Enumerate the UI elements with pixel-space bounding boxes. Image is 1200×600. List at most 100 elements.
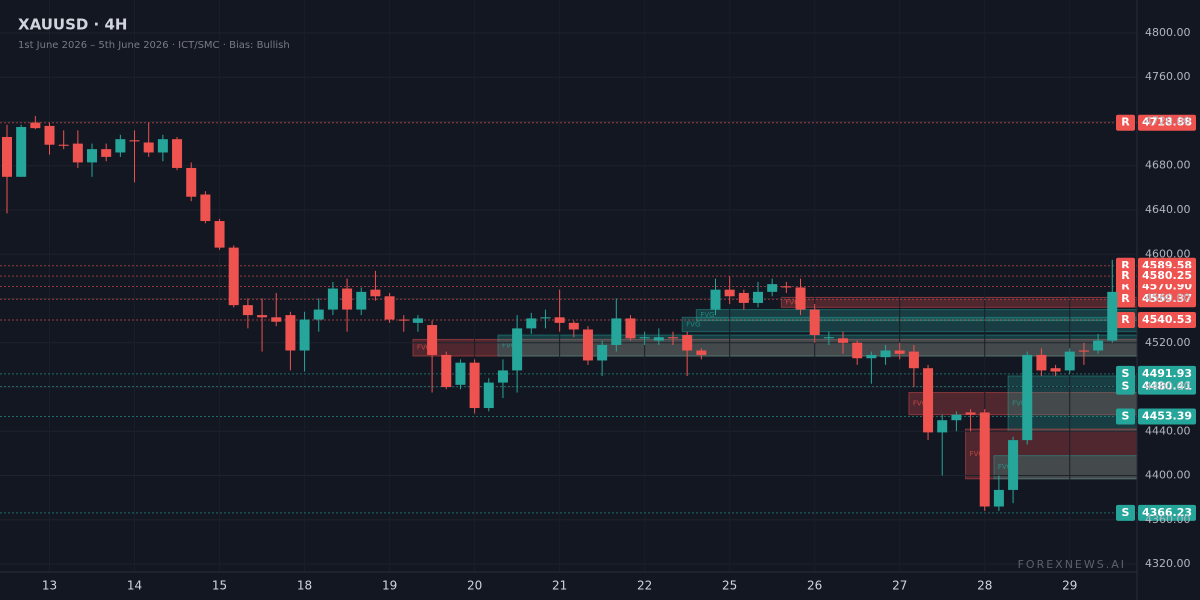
candle-body	[299, 319, 310, 351]
candle-body	[696, 350, 707, 355]
candle-body	[710, 289, 721, 310]
candle-body	[16, 127, 27, 177]
fvg-label: FVG	[1012, 400, 1026, 408]
y-tick-label: 4520.00	[1145, 336, 1191, 349]
candle-body	[724, 289, 735, 297]
y-tick-label: 4440.00	[1145, 424, 1191, 437]
candle-body	[738, 292, 749, 303]
level-price-box	[1138, 268, 1196, 285]
candle-body	[767, 284, 778, 292]
candle-body	[1078, 350, 1089, 352]
candle-body	[342, 288, 353, 310]
candle-body	[1008, 440, 1019, 490]
candle-body	[625, 318, 636, 339]
candle-body	[653, 337, 664, 341]
fvg-label: FVG	[913, 400, 927, 408]
y-tick-label: 4800.00	[1145, 26, 1191, 39]
level-type: R	[1121, 116, 1130, 129]
candle-body	[469, 362, 480, 409]
candle-body	[639, 337, 650, 339]
fvg-label: FVG	[417, 344, 431, 352]
level-price: 4580.25	[1142, 269, 1192, 282]
candle-body	[327, 288, 338, 310]
candle-body	[937, 420, 948, 433]
candle-body	[44, 125, 55, 145]
candle-body	[1022, 354, 1033, 441]
x-tick-label: 19	[382, 579, 397, 593]
y-tick-label: 4560.00	[1145, 292, 1191, 305]
candle-body	[838, 338, 849, 343]
candle-body	[1064, 351, 1075, 371]
y-tick-label: 4320.00	[1145, 557, 1191, 570]
candle-body	[172, 139, 183, 168]
level-badge	[1116, 268, 1135, 285]
candle-body	[129, 140, 140, 142]
x-tick-label: 13	[42, 579, 57, 593]
candle-body	[72, 143, 83, 163]
candle-body	[667, 337, 678, 339]
x-tick-label: 18	[297, 579, 312, 593]
x-tick-label: 29	[1062, 579, 1077, 593]
x-tick-label: 14	[127, 579, 142, 593]
candle-body	[526, 318, 537, 329]
candle-body	[30, 122, 41, 129]
fvg-label: FVG	[998, 463, 1012, 471]
candle-body	[115, 139, 126, 153]
level-type: S	[1122, 367, 1130, 380]
candle-body	[809, 309, 820, 336]
level-badge	[1116, 365, 1135, 382]
level-price: 4540.53	[1142, 313, 1192, 326]
y-tick-label: 4400.00	[1145, 469, 1191, 482]
candle-body	[483, 382, 494, 409]
candle-body	[753, 291, 764, 303]
candle-body	[427, 325, 438, 355]
candle-body	[87, 149, 98, 163]
level-price-box	[1138, 365, 1196, 382]
level-type: S	[1122, 380, 1130, 393]
level-price-box	[1138, 378, 1196, 395]
candle-body	[795, 287, 806, 310]
level-type: R	[1121, 292, 1130, 305]
candle-body	[1050, 368, 1061, 372]
candle-body	[923, 368, 934, 433]
fvg-label: FVG	[700, 311, 714, 319]
candle-body	[568, 322, 579, 330]
level-price-box	[1138, 114, 1196, 131]
candle-body	[356, 291, 367, 310]
candle-body	[214, 221, 225, 248]
x-tick-label: 28	[977, 579, 992, 593]
x-tick-label: 22	[637, 579, 652, 593]
candle-body	[554, 317, 565, 323]
levels: R 4718.88R 4589.58R 4570.90R 4580.25R 4559.37…	[0, 114, 1196, 521]
candle-body	[2, 136, 12, 177]
level-type: R	[1121, 313, 1130, 326]
candle-body	[497, 370, 508, 383]
level-type: R	[1121, 269, 1130, 282]
candle-body	[441, 354, 452, 388]
x-tick-label: 20	[467, 579, 482, 593]
candle-body	[965, 412, 976, 415]
x-tick-label: 26	[807, 579, 822, 593]
candle-body	[823, 337, 834, 339]
candle-body	[1093, 340, 1104, 351]
level-badge	[1116, 504, 1135, 521]
level-price: 4453.39	[1142, 409, 1192, 422]
x-tick-label: 25	[722, 579, 737, 593]
fvg-zone	[965, 428, 1138, 480]
level-price-box	[1138, 312, 1196, 329]
level-type: S	[1122, 506, 1130, 519]
candle-body	[582, 329, 593, 361]
candle-body	[157, 139, 168, 153]
candle-body	[1107, 291, 1118, 341]
candle-body	[894, 350, 905, 354]
candle-body	[880, 350, 891, 358]
candle-body	[186, 167, 197, 197]
y-tick-label: 4600.00	[1145, 247, 1191, 260]
candle-body	[979, 412, 990, 507]
candle-body	[852, 342, 863, 359]
level-badge	[1116, 408, 1135, 425]
level-price-box	[1138, 291, 1196, 308]
